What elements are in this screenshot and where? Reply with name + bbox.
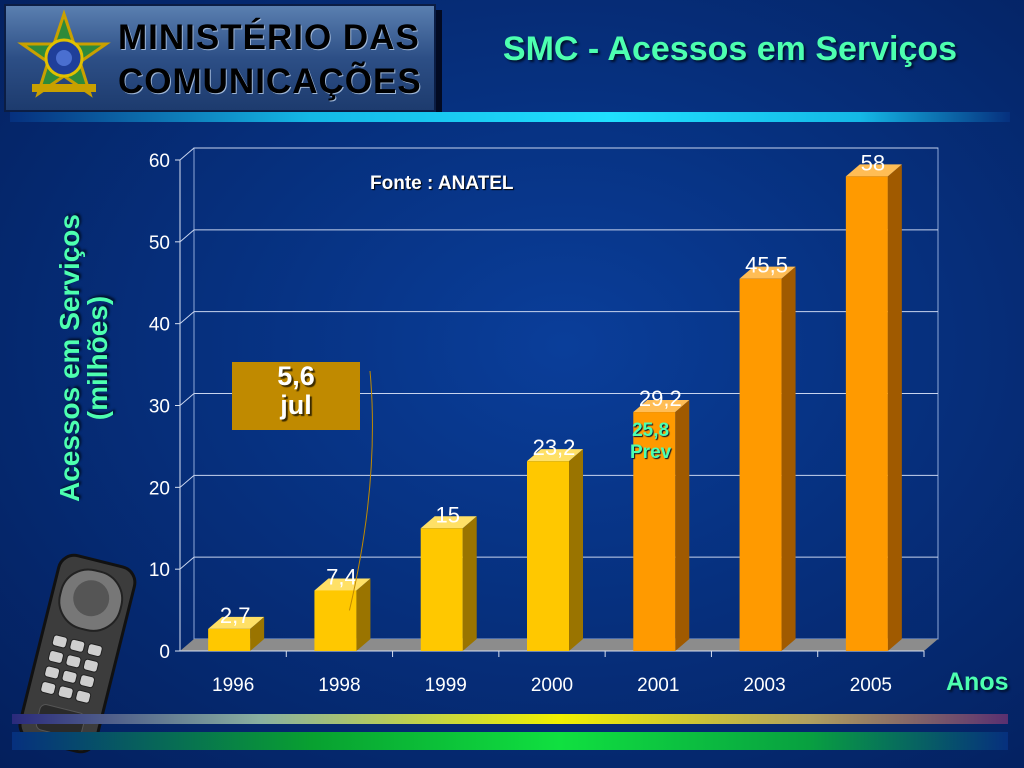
gridline	[179, 229, 938, 243]
bar-value-label: 15	[435, 502, 459, 527]
bar-side	[887, 164, 902, 651]
y-axis-title: Acessos em Serviços (milhões)	[54, 214, 113, 502]
bar-value-label: 58	[861, 150, 885, 175]
bar-top	[527, 449, 583, 462]
source-note: Fonte : ANATEL	[370, 173, 514, 194]
bar-value-label: 23,2	[533, 435, 576, 460]
bar	[527, 461, 569, 651]
y-axis-title-line2: (milhões)	[82, 295, 113, 421]
y-tick-label: 60	[149, 151, 170, 172]
gridline	[179, 147, 938, 161]
bar-value-label: 2,7	[220, 603, 251, 628]
bar-value-label: 29,2	[639, 386, 682, 411]
title-divider	[10, 112, 1010, 122]
page-title: SMC - Acessos em Serviços	[502, 30, 958, 68]
logo-text-line1: MINISTÉRIO DAS	[118, 18, 420, 57]
callout-leader-line	[348, 370, 373, 611]
bar-side	[250, 616, 265, 651]
y-tick-label: 50	[149, 233, 170, 254]
x-tick-label: 1996	[212, 675, 254, 696]
x-axis-title: Anos	[946, 668, 1009, 696]
bar-side	[462, 516, 477, 651]
gridline	[179, 311, 938, 325]
y-tick-label: 30	[149, 397, 170, 418]
bar-top	[739, 266, 796, 279]
x-tick-label: 2000	[531, 675, 573, 696]
bar-side	[569, 449, 583, 651]
coat-of-arms-icon	[17, 9, 111, 98]
y-tick-label: 40	[149, 315, 170, 336]
x-tick-label: 2001	[637, 675, 679, 696]
callout-label: jul	[280, 390, 312, 420]
bar-side	[675, 400, 690, 651]
mobile-phone-icon	[18, 553, 137, 754]
y-tick-label: 10	[149, 560, 170, 581]
forecast-label: Prev	[630, 442, 672, 463]
gridline	[179, 474, 938, 488]
bar-top	[314, 578, 371, 591]
callout-box: 5,6 jul	[232, 362, 360, 430]
forecast-note: 25,8 Prev	[630, 420, 671, 464]
forecast-value: 25,8	[632, 420, 670, 441]
x-tick-label: 2005	[850, 675, 892, 696]
bar	[739, 278, 782, 651]
bar-top	[420, 516, 477, 529]
y-tick-label: 20	[149, 478, 170, 499]
footer-divider-bottom	[12, 732, 1008, 750]
x-tick-label: 2003	[743, 675, 785, 696]
bar-top	[208, 616, 265, 629]
bar	[314, 590, 357, 651]
logo-text-line2: COMUNICAÇÕES	[118, 62, 422, 101]
callout-value: 5,6	[277, 361, 315, 391]
bar-side	[781, 266, 796, 651]
bar	[420, 528, 463, 651]
gridline	[179, 393, 938, 406]
bar	[633, 412, 676, 651]
footer-divider-top	[12, 714, 1008, 724]
bar-top	[633, 400, 690, 413]
bar-value-label: 7,4	[326, 564, 357, 589]
y-axis-title-line1: Acessos em Serviços	[54, 214, 85, 502]
x-tick-label: 1998	[318, 675, 360, 696]
y-tick-label: 0	[159, 642, 170, 663]
bar	[845, 176, 888, 651]
bar	[208, 628, 251, 651]
bar-side	[356, 578, 371, 651]
x-tick-label: 1999	[425, 675, 467, 696]
bar-top	[845, 164, 902, 177]
ministry-logo-banner: MINISTÉRIO DAS COMUNICAÇÕES	[4, 4, 436, 112]
bar-value-label: 45,5	[745, 253, 788, 278]
gridline	[179, 556, 938, 570]
